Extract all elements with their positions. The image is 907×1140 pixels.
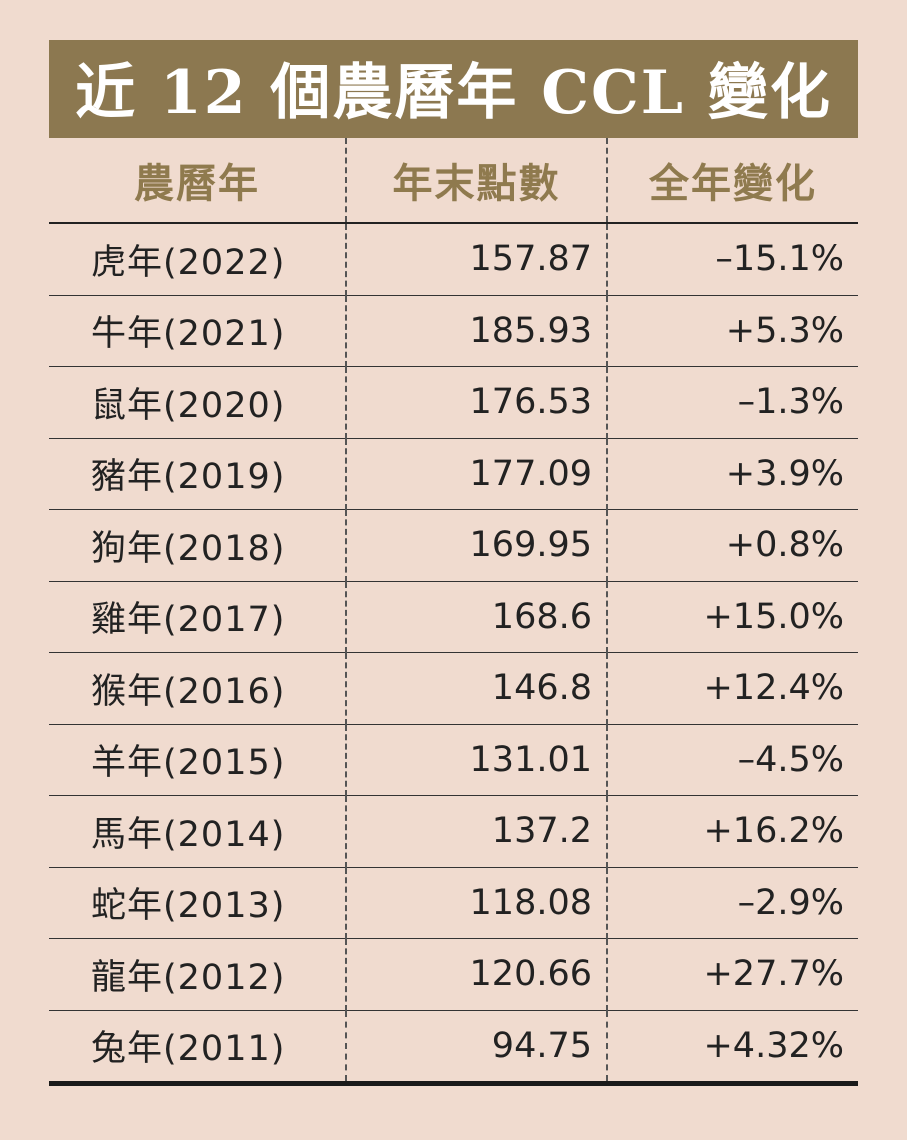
change-cell: –1.3% [607, 366, 858, 439]
table-row: 狗年(2018) 169.95 +0.8% [49, 509, 858, 582]
change-cell: +27.7% [607, 938, 858, 1011]
header-year-end-points: 年末點數 [346, 138, 608, 224]
change-cell: –2.9% [607, 867, 858, 939]
table-title: 近 12 個農曆年 CCL 變化 [49, 40, 858, 138]
change-cell: +12.4% [607, 652, 858, 725]
ccl-table-panel: 近 12 個農曆年 CCL 變化 農曆年 年末點數 全年變化 虎年(2022) … [49, 40, 858, 1086]
header-annual-change: 全年變化 [607, 138, 858, 224]
year-cell: 鼠年(2020) [49, 366, 347, 439]
points-cell: 146.8 [346, 652, 608, 725]
year-cell: 兔年(2011) [49, 1010, 347, 1086]
points-cell: 169.95 [346, 509, 608, 582]
table-row: 猴年(2016) 146.8 +12.4% [49, 652, 858, 725]
year-cell: 雞年(2017) [49, 581, 347, 653]
points-cell: 176.53 [346, 366, 608, 439]
points-cell: 131.01 [346, 724, 608, 796]
points-cell: 168.6 [346, 581, 608, 653]
year-cell: 虎年(2022) [49, 223, 347, 296]
change-cell: +5.3% [607, 295, 858, 367]
year-cell: 蛇年(2013) [49, 867, 347, 939]
change-cell: +0.8% [607, 509, 858, 582]
points-cell: 185.93 [346, 295, 608, 367]
points-cell: 118.08 [346, 867, 608, 939]
points-cell: 120.66 [346, 938, 608, 1011]
table-row: 虎年(2022) 157.87 –15.1% [49, 223, 858, 296]
table-row: 龍年(2012) 120.66 +27.7% [49, 938, 858, 1011]
year-cell: 龍年(2012) [49, 938, 347, 1011]
table-row: 蛇年(2013) 118.08 –2.9% [49, 867, 858, 939]
table-row: 馬年(2014) 137.2 +16.2% [49, 795, 858, 868]
points-cell: 94.75 [346, 1010, 608, 1086]
year-cell: 豬年(2019) [49, 438, 347, 510]
year-cell: 猴年(2016) [49, 652, 347, 725]
header-lunar-year: 農曆年 [49, 138, 347, 224]
table-row: 鼠年(2020) 176.53 –1.3% [49, 366, 858, 439]
table-row: 兔年(2011) 94.75 +4.32% [49, 1010, 858, 1086]
change-cell: +4.32% [607, 1010, 858, 1086]
points-cell: 177.09 [346, 438, 608, 510]
table-row: 雞年(2017) 168.6 +15.0% [49, 581, 858, 653]
change-cell: +15.0% [607, 581, 858, 653]
table-row: 羊年(2015) 131.01 –4.5% [49, 724, 858, 796]
points-cell: 157.87 [346, 223, 608, 296]
change-cell: +3.9% [607, 438, 858, 510]
table-row: 豬年(2019) 177.09 +3.9% [49, 438, 858, 510]
points-cell: 137.2 [346, 795, 608, 868]
year-cell: 狗年(2018) [49, 509, 347, 582]
change-cell: +16.2% [607, 795, 858, 868]
year-cell: 牛年(2021) [49, 295, 347, 367]
table-row: 牛年(2021) 185.93 +5.3% [49, 295, 858, 367]
year-cell: 羊年(2015) [49, 724, 347, 796]
year-cell: 馬年(2014) [49, 795, 347, 868]
change-cell: –15.1% [607, 223, 858, 296]
header-row: 農曆年 年末點數 全年變化 [49, 138, 858, 224]
ccl-table: 農曆年 年末點數 全年變化 虎年(2022) 157.87 –15.1% 牛年(… [49, 138, 858, 1086]
change-cell: –4.5% [607, 724, 858, 796]
